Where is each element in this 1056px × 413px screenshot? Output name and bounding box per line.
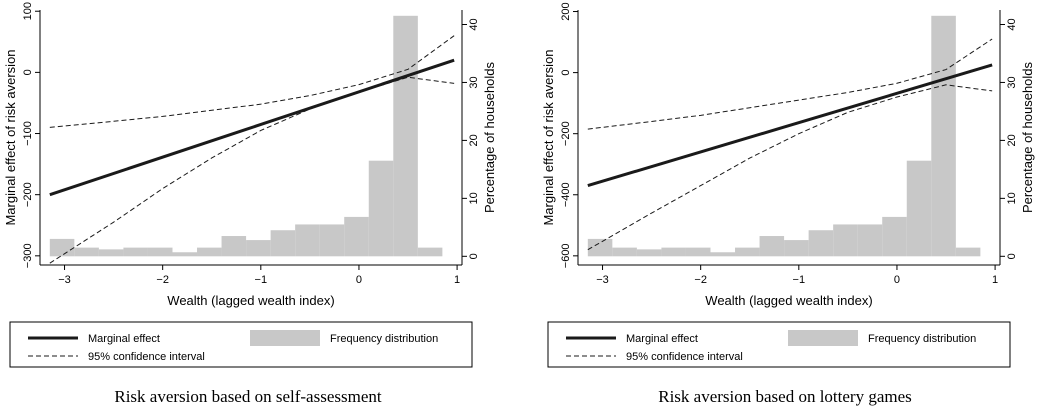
y2-tick-label: 0 — [1006, 253, 1018, 259]
x-tick-label: 0 — [356, 274, 362, 286]
y-axis-title: Marginal effect of risk aversion — [541, 49, 556, 225]
y-tick-label: 100 — [22, 2, 34, 20]
chart-2: −3 −2 −1 0 1 −600 −400 −200 0 200 0 10 20 30 40 Wealth … — [541, 2, 1035, 406]
histogram-bar — [417, 247, 443, 257]
histogram-bar — [147, 247, 173, 257]
y2-tick-label: 30 — [1006, 76, 1018, 88]
y-tick-label: −200 — [22, 182, 34, 207]
legend-label-confidence-interval: 95% confidence interval — [88, 351, 205, 363]
y-tick-label: −100 — [22, 121, 34, 146]
legend-swatch-frequency — [788, 330, 858, 346]
y2-tick-label: 20 — [468, 134, 480, 146]
histogram-bar — [710, 252, 736, 257]
histogram-bar — [197, 247, 222, 257]
y-axis-title: Marginal effect of risk aversion — [3, 49, 18, 225]
histogram-bar — [295, 224, 320, 257]
histogram-bar — [270, 230, 296, 257]
chart-1: −3 −2 −1 0 1 −300 −200 −100 0 100 0 10 20 30 40 Wealth … — [3, 2, 497, 406]
histogram-bar — [857, 224, 883, 257]
x-tick-label: −1 — [255, 274, 268, 286]
y2-tick-label: 30 — [468, 76, 480, 88]
histogram-bar — [221, 236, 247, 257]
y-tick-label: 200 — [560, 2, 572, 20]
x-tick-label: 1 — [454, 274, 460, 286]
histogram-bar — [759, 236, 785, 257]
x-tick-label: 0 — [894, 274, 900, 286]
histogram-bar — [49, 238, 75, 257]
confidence-interval-line — [49, 76, 455, 264]
y-tick-label: −200 — [560, 121, 572, 146]
histogram-bar — [98, 249, 124, 257]
x-axis-title: Wealth (lagged wealth index) — [705, 293, 872, 308]
x-tick-label: −2 — [156, 274, 169, 286]
histogram-bar — [833, 224, 858, 257]
histogram-bars — [587, 15, 981, 257]
legend-box — [9, 321, 473, 368]
x-tick-label: −1 — [793, 274, 806, 286]
confidence-interval-line — [587, 38, 993, 130]
histogram-bar — [661, 247, 686, 257]
histogram-bar — [368, 160, 394, 257]
legend-label-frequency: Frequency distribution — [330, 333, 438, 345]
histogram-bar — [784, 240, 809, 257]
histogram-bar — [612, 247, 637, 257]
legend: Marginal effect Frequency distribution 95%… — [9, 321, 473, 368]
confidence-interval-line — [587, 84, 993, 251]
histogram-bar — [172, 252, 198, 257]
y2-tick-label: 10 — [468, 192, 480, 204]
x-tick-label: 1 — [992, 274, 998, 286]
histogram-bar — [587, 238, 613, 257]
legend: Marginal effect Frequency distribution 95%… — [547, 321, 1011, 368]
legend-label-confidence-interval: 95% confidence interval — [626, 351, 743, 363]
y2-tick-label: 0 — [468, 253, 480, 259]
histogram-bars — [49, 15, 443, 257]
histogram-bar — [735, 247, 760, 257]
y2-axis-title: Percentage of households — [482, 61, 497, 213]
y2-axis-title: Percentage of households — [1020, 61, 1035, 213]
histogram-bar — [685, 247, 711, 257]
marginal-effect-line — [587, 63, 993, 188]
histogram-bar — [123, 247, 148, 257]
histogram-bar — [636, 249, 662, 257]
histogram-bar — [906, 160, 932, 257]
x-axis-title: Wealth (lagged wealth index) — [167, 293, 334, 308]
y-tick-label: −400 — [560, 182, 572, 207]
confidence-interval-line — [49, 35, 455, 128]
y-tick-label: −600 — [560, 243, 572, 268]
x-tick-label: −2 — [694, 274, 707, 286]
histogram-bar — [955, 247, 981, 257]
histogram-bar — [882, 216, 907, 257]
x-tick-label: −3 — [596, 274, 609, 286]
histogram-bar — [74, 247, 99, 257]
y2-tick-label: 40 — [468, 18, 480, 30]
legend-label-marginal-effect: Marginal effect — [626, 333, 698, 345]
histogram-bar — [808, 230, 834, 257]
chart-caption: Risk aversion based on lottery games — [658, 387, 912, 406]
y2-tick-label: 20 — [1006, 134, 1018, 146]
y2-tick-label: 40 — [1006, 18, 1018, 30]
y-tick-label: −300 — [22, 243, 34, 268]
legend-label-marginal-effect: Marginal effect — [88, 333, 160, 345]
y-tick-label: 0 — [22, 69, 34, 75]
legend-box — [547, 321, 1011, 368]
y2-tick-label: 10 — [1006, 192, 1018, 204]
histogram-bar — [393, 15, 418, 257]
histogram-bar — [344, 216, 369, 257]
x-tick-label: −3 — [58, 274, 71, 286]
chart-caption: Risk aversion based on self-assessment — [114, 387, 382, 406]
y-tick-label: 0 — [560, 70, 572, 76]
legend-swatch-frequency — [250, 330, 320, 346]
legend-label-frequency: Frequency distribution — [868, 333, 976, 345]
histogram-bar — [246, 240, 271, 257]
marginal-effect-line — [49, 58, 455, 197]
histogram-bar — [319, 224, 345, 257]
histogram-bar — [931, 15, 956, 257]
